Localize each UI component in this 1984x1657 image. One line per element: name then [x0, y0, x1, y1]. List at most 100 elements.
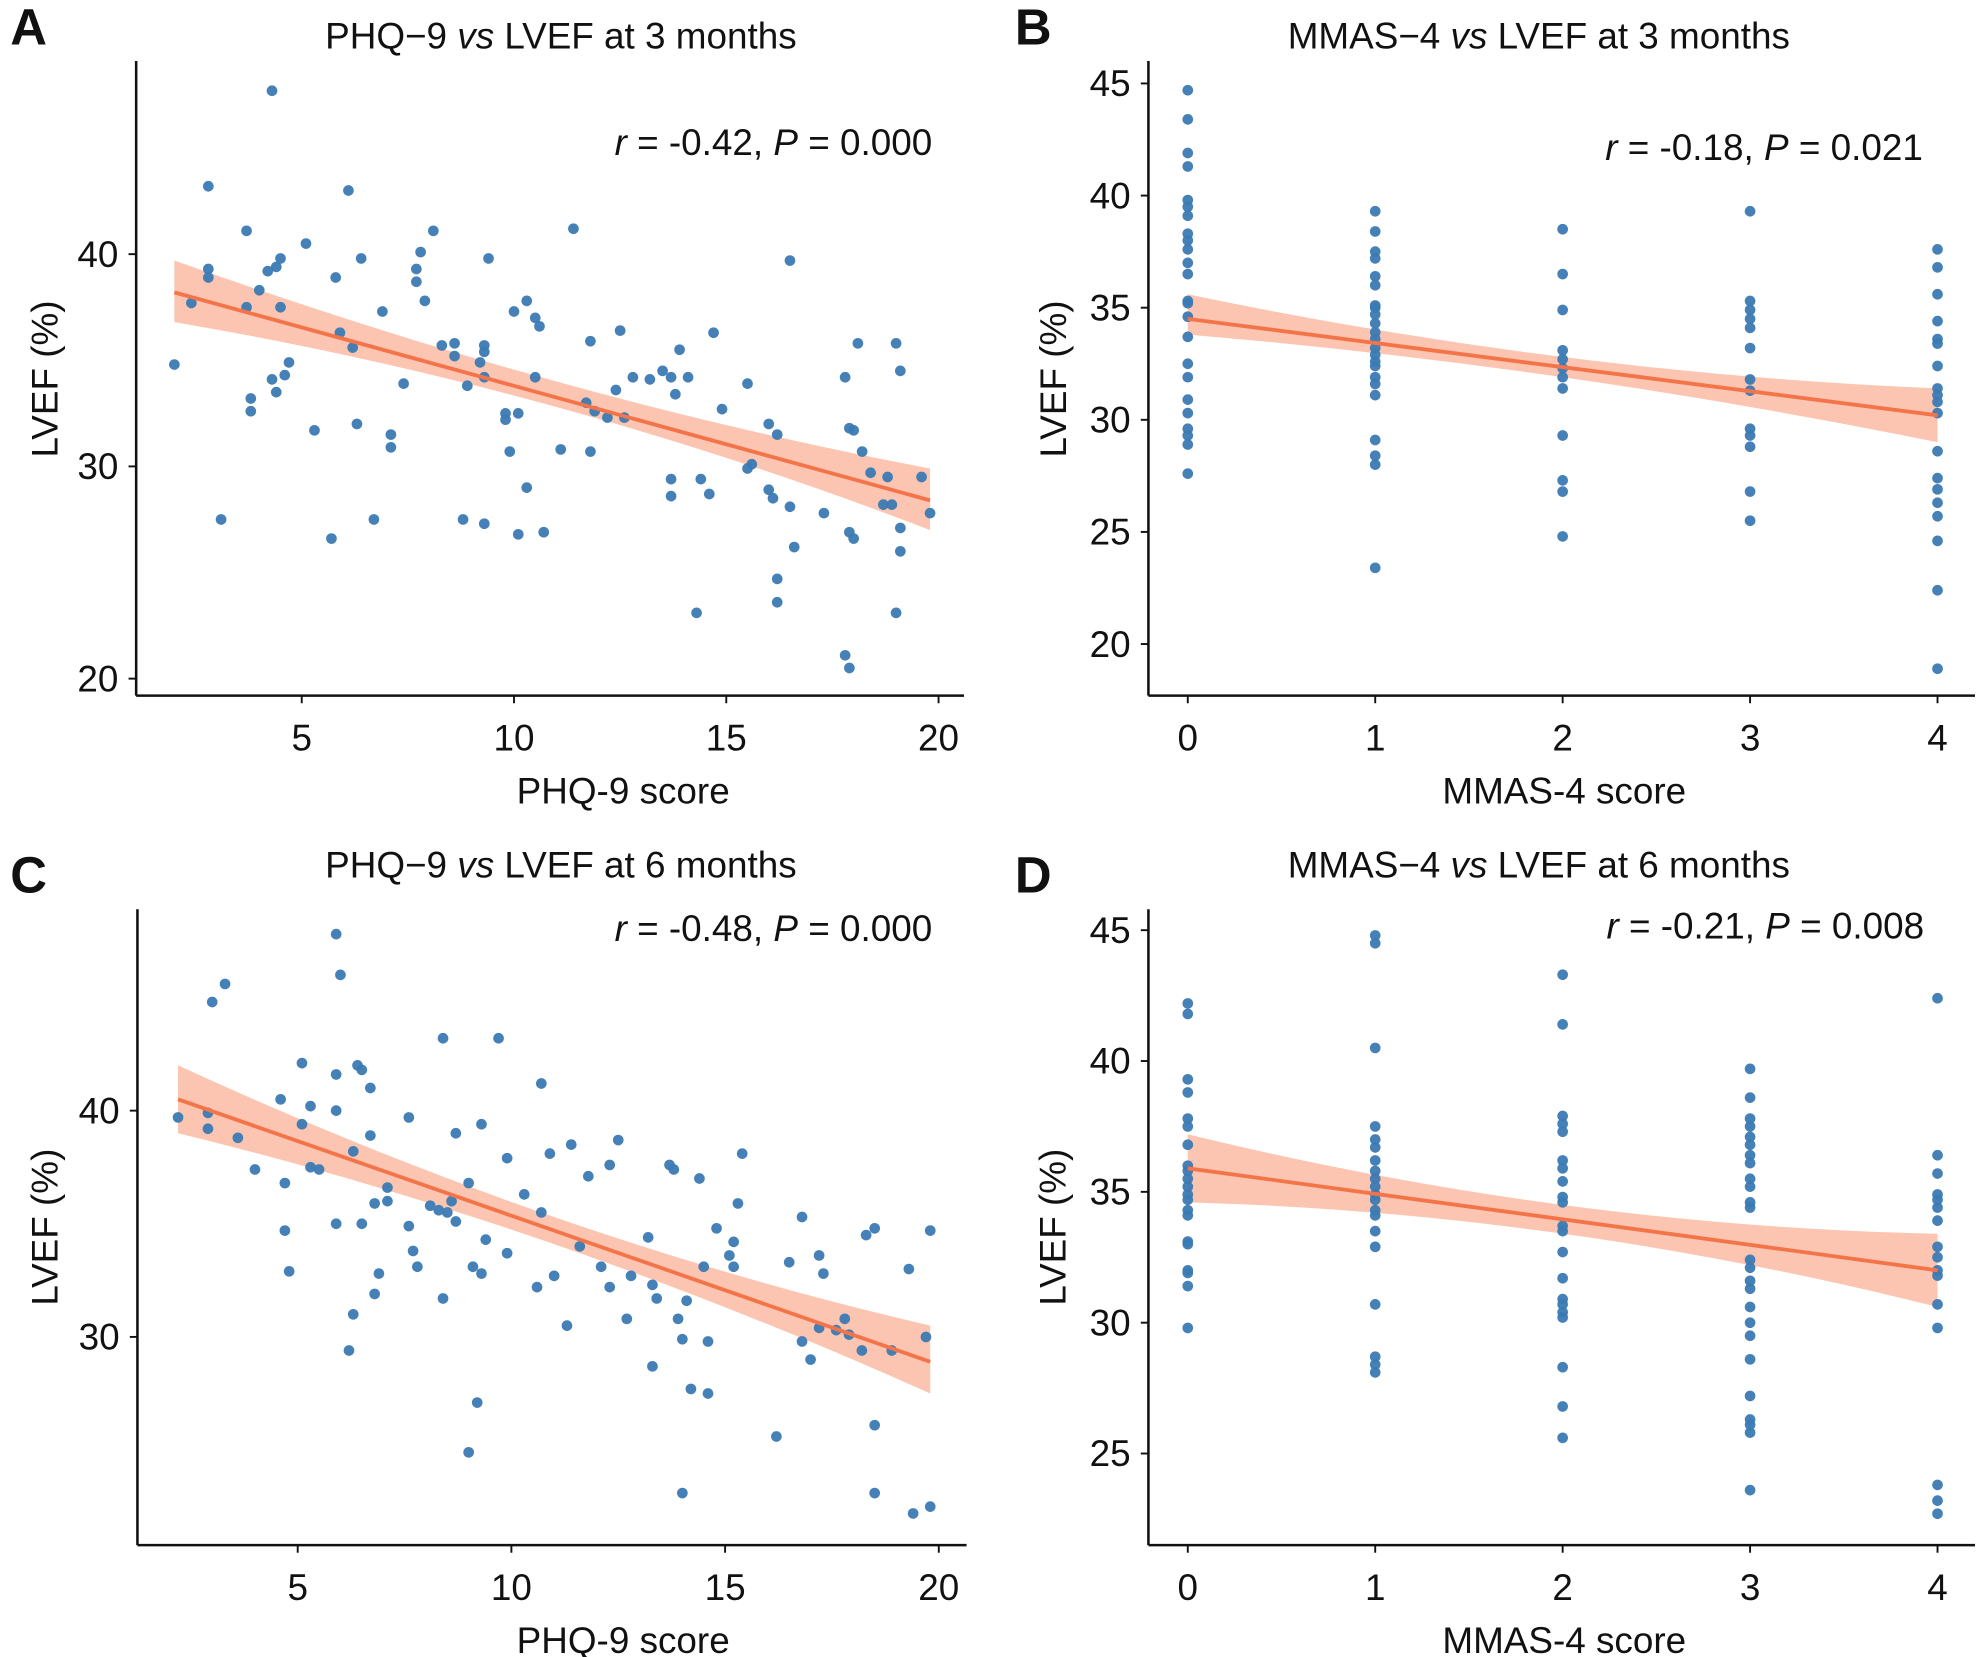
data-point — [1182, 1210, 1194, 1221]
annotation-part: = 0.021 — [1789, 127, 1923, 168]
data-point — [385, 441, 397, 453]
data-point — [232, 1132, 244, 1144]
data-point — [1932, 244, 1943, 255]
data-point — [1557, 1312, 1568, 1323]
data-point — [784, 501, 796, 513]
data-point — [478, 518, 490, 530]
data-point — [1744, 1157, 1756, 1169]
data-point — [356, 1218, 368, 1230]
data-point — [249, 1164, 261, 1175]
data-point — [1932, 288, 1943, 300]
data-point — [1744, 1419, 1756, 1431]
data-point — [1932, 584, 1943, 596]
data-point — [476, 1268, 487, 1279]
x-axis-label: PHQ-9 score — [517, 771, 730, 812]
data-point — [924, 1225, 936, 1236]
data-point — [1744, 1092, 1756, 1103]
data-point — [446, 1195, 457, 1207]
data-point — [493, 1032, 504, 1044]
data-point — [1932, 535, 1943, 547]
data-point — [534, 320, 545, 332]
data-point — [668, 1164, 680, 1175]
data-point — [568, 223, 579, 235]
data-point — [1369, 1121, 1381, 1132]
data-point — [1744, 1063, 1756, 1075]
data-point — [1369, 937, 1381, 949]
data-point — [437, 1032, 449, 1044]
data-point — [253, 284, 265, 296]
data-point — [784, 255, 796, 266]
data-point — [1369, 1165, 1381, 1177]
data-point — [1182, 331, 1194, 343]
data-point — [767, 492, 779, 504]
data-point — [270, 261, 282, 273]
data-point — [1369, 226, 1381, 237]
data-point — [1744, 205, 1756, 217]
data-point — [1182, 1139, 1194, 1151]
data-point — [1932, 992, 1943, 1004]
annotation-part: P — [1764, 127, 1789, 168]
data-point — [1932, 1149, 1943, 1161]
annotation-part: = -0.48, — [627, 908, 774, 949]
data-point — [621, 1313, 633, 1325]
annotation-part: = -0.42, — [627, 122, 774, 163]
data-point — [347, 1146, 359, 1157]
x-axis-label: MMAS-4 score — [1442, 771, 1686, 812]
data-point — [245, 405, 257, 417]
x-tick-label: 5 — [287, 1567, 308, 1608]
data-point — [535, 1207, 547, 1218]
chart-title-part: LVEF at 6 months — [494, 844, 797, 885]
data-point — [347, 1308, 359, 1320]
data-point — [1932, 360, 1943, 372]
y-axis-label: LVEF (%) — [24, 1149, 65, 1306]
x-tick-label: 10 — [491, 1567, 532, 1608]
data-point — [529, 371, 541, 383]
panel-d: D MMAS−4 vs LVEF at 6 months 0 1 2 3 4 25 30 35 40… — [1015, 844, 1976, 1657]
data-point — [818, 1268, 829, 1279]
data-point — [890, 607, 902, 619]
data-point — [728, 1261, 739, 1273]
chart-title-part: MMAS−4 — [1288, 15, 1451, 56]
y-tick-label: 45 — [1090, 63, 1131, 104]
data-point — [266, 85, 278, 97]
regression-line — [1187, 1166, 1938, 1273]
data-point — [504, 446, 516, 457]
x-tick-label: 2 — [1552, 1567, 1573, 1608]
data-point — [1557, 486, 1568, 497]
data-point — [531, 1281, 543, 1293]
x-tick-label: 10 — [494, 717, 535, 758]
data-point — [685, 1383, 697, 1395]
data-point — [642, 1232, 654, 1243]
y-tick-label: 25 — [1090, 1433, 1131, 1474]
data-point — [1369, 270, 1381, 282]
data-point — [1932, 663, 1943, 675]
chart-title: MMAS−4 vs LVEF at 3 months — [1288, 15, 1790, 56]
data-point — [512, 528, 524, 540]
correlation-annotation: r = -0.21, P = 0.008 — [1607, 906, 1925, 947]
data-point — [1744, 1113, 1756, 1124]
data-point — [382, 1195, 393, 1207]
data-point — [1557, 1176, 1568, 1187]
data-point — [694, 1173, 705, 1184]
data-point — [335, 969, 346, 981]
regression-line — [177, 1097, 931, 1364]
data-point — [1744, 1275, 1756, 1287]
data-point — [561, 1320, 573, 1331]
data-point — [330, 1069, 342, 1080]
data-point — [433, 1204, 445, 1216]
data-point — [818, 507, 830, 519]
data-point — [724, 1250, 735, 1261]
data-point — [476, 1118, 487, 1130]
data-point — [518, 1189, 530, 1200]
data-point — [1932, 1215, 1943, 1226]
x-tick-label: 3 — [1740, 717, 1760, 758]
data-point — [1932, 1270, 1943, 1281]
data-point — [602, 412, 613, 423]
data-point — [480, 1234, 492, 1245]
data-point — [1182, 439, 1194, 450]
regression-line — [1187, 317, 1938, 418]
annotation-part: r — [615, 908, 629, 949]
data-point — [1932, 338, 1943, 349]
data-point — [500, 414, 511, 426]
